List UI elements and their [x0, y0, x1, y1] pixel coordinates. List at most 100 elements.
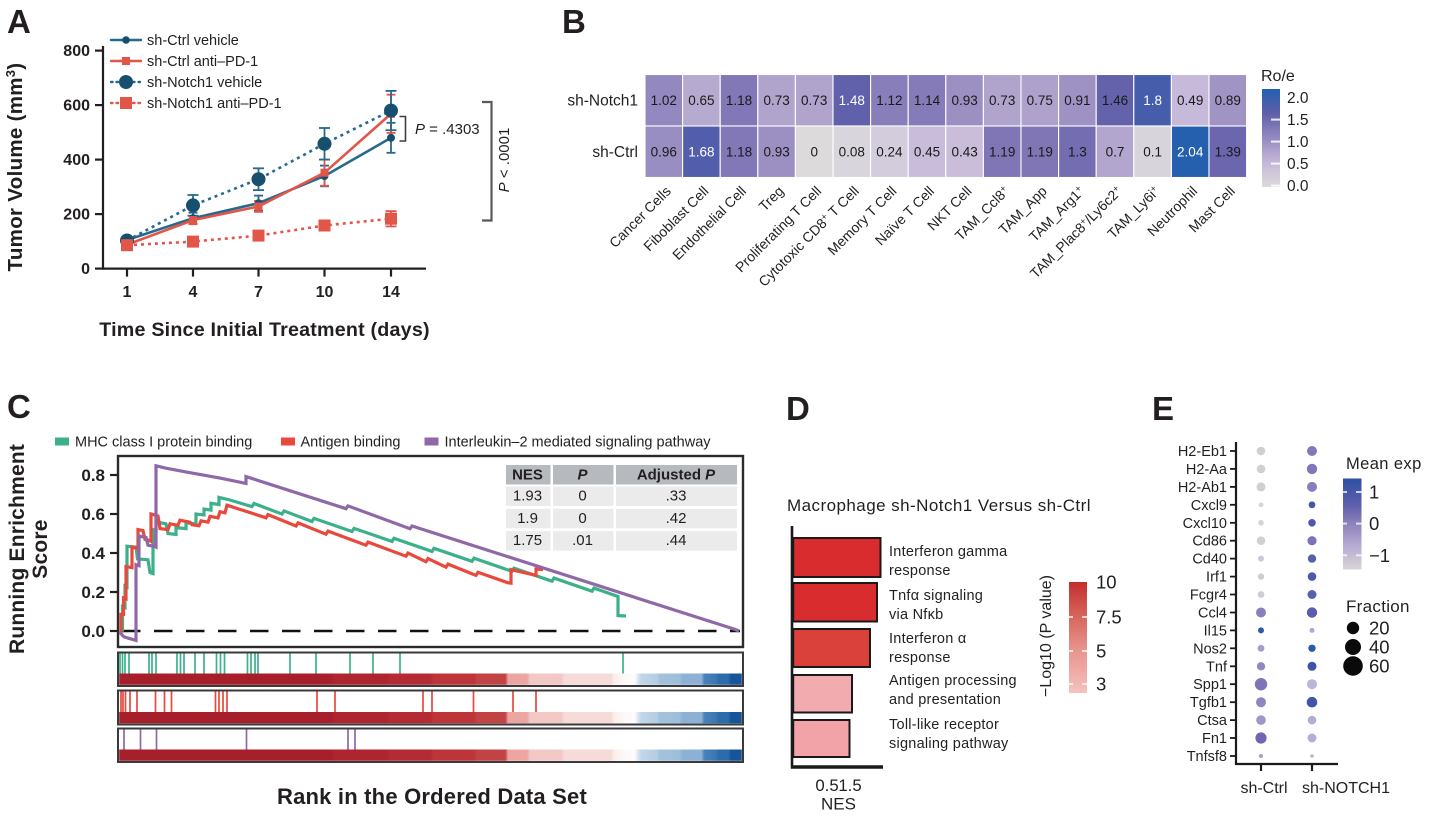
svg-text:sh-Ctrl anti–PD-1: sh-Ctrl anti–PD-1: [147, 54, 258, 70]
svg-text:0: 0: [810, 144, 818, 159]
svg-text:Antigen processing: Antigen processing: [889, 673, 1017, 689]
svg-text:Cd86: Cd86: [1192, 534, 1227, 550]
svg-text:sh-Notch1: sh-Notch1: [567, 93, 638, 110]
svg-text:1.12: 1.12: [876, 93, 902, 108]
svg-text:Macrophage sh-Notch1 Versus sh: Macrophage sh-Notch1 Versus sh-Ctrl: [787, 496, 1091, 515]
svg-text:0.0: 0.0: [81, 622, 105, 641]
svg-text:0.43: 0.43: [951, 144, 977, 159]
svg-text:H2-Ab1: H2-Ab1: [1178, 480, 1227, 496]
svg-text:0.4: 0.4: [81, 544, 105, 563]
svg-text:1.18: 1.18: [726, 144, 752, 159]
svg-text:E: E: [1152, 390, 1174, 427]
svg-text:7.5: 7.5: [1096, 607, 1122, 628]
svg-text:1.75: 1.75: [513, 532, 542, 549]
svg-text:0.65: 0.65: [688, 93, 714, 108]
svg-text:−1: −1: [1369, 545, 1390, 566]
svg-text:600: 600: [63, 98, 90, 115]
svg-text:.01: .01: [572, 532, 593, 549]
svg-text:Toll-like receptor: Toll-like receptor: [889, 717, 999, 733]
svg-text:MHC class I protein binding: MHC class I protein binding: [75, 435, 252, 451]
svg-text:P = .4303: P = .4303: [415, 121, 480, 138]
svg-text:1.48: 1.48: [839, 93, 865, 108]
svg-text:Running Enrichment: Running Enrichment: [6, 444, 29, 654]
svg-text:40: 40: [1369, 637, 1390, 658]
svg-text:Time Since Initial Treatment (: Time Since Initial Treatment (days): [99, 319, 430, 341]
svg-text:Ctsa: Ctsa: [1197, 713, 1228, 729]
svg-text:Ro/e: Ro/e: [1261, 68, 1295, 85]
svg-text:400: 400: [63, 152, 90, 169]
svg-text:0: 0: [578, 488, 586, 505]
svg-text:response: response: [889, 650, 951, 666]
svg-text:Fn1: Fn1: [1202, 731, 1227, 747]
svg-text:sh-Ctrl vehicle: sh-Ctrl vehicle: [147, 33, 239, 49]
svg-text:0.73: 0.73: [763, 93, 789, 108]
svg-text:B: B: [562, 3, 586, 40]
svg-text:0.1: 0.1: [1143, 144, 1162, 159]
svg-text:Cxcl10: Cxcl10: [1183, 516, 1227, 532]
svg-text:1.5: 1.5: [838, 776, 861, 795]
svg-text:0: 0: [578, 510, 586, 527]
svg-text:.33: .33: [666, 488, 687, 505]
svg-text:0.96: 0.96: [651, 144, 677, 159]
svg-text:0.73: 0.73: [801, 93, 827, 108]
svg-text:and presentation: and presentation: [889, 692, 1001, 708]
svg-text:Antigen binding: Antigen binding: [301, 435, 401, 451]
svg-text:Interferon α: Interferon α: [889, 631, 966, 647]
svg-text:0.6: 0.6: [81, 505, 105, 524]
svg-text:0.8: 0.8: [81, 466, 105, 485]
svg-text:via Nfκb: via Nfκb: [889, 607, 943, 623]
svg-text:0.75: 0.75: [1027, 93, 1053, 108]
svg-text:sh-NOTCH1: sh-NOTCH1: [1302, 780, 1390, 797]
svg-text:sh-Ctrl: sh-Ctrl: [1240, 780, 1287, 797]
svg-text:5: 5: [1096, 641, 1106, 662]
svg-text:1.39: 1.39: [1215, 144, 1241, 159]
svg-text:−Log10 (P value): −Log10 (P value): [1038, 575, 1055, 697]
svg-text:Spp1: Spp1: [1193, 677, 1227, 693]
svg-text:0.91: 0.91: [1064, 93, 1090, 108]
svg-text:C: C: [7, 388, 31, 425]
svg-text:7: 7: [254, 284, 263, 301]
svg-text:1.18: 1.18: [726, 93, 752, 108]
svg-text:A: A: [7, 3, 31, 40]
svg-text:Ccl4: Ccl4: [1198, 605, 1227, 621]
svg-text:Tgfb1: Tgfb1: [1190, 695, 1227, 711]
svg-text:signaling pathway: signaling pathway: [889, 736, 1009, 752]
svg-text:response: response: [889, 563, 951, 579]
svg-text:.42: .42: [666, 510, 687, 527]
svg-text:Tnf: Tnf: [1206, 659, 1228, 675]
svg-text:1.8: 1.8: [1143, 93, 1162, 108]
svg-text:60: 60: [1369, 656, 1390, 677]
svg-text:0.89: 0.89: [1215, 93, 1241, 108]
svg-text:1.19: 1.19: [1027, 144, 1053, 159]
svg-text:sh-Ctrl: sh-Ctrl: [592, 144, 638, 161]
svg-text:.44: .44: [666, 532, 687, 549]
svg-text:sh-Notch1 vehicle: sh-Notch1 vehicle: [147, 75, 262, 91]
svg-text:3: 3: [1096, 674, 1106, 695]
svg-text:0.08: 0.08: [839, 144, 865, 159]
svg-text:10: 10: [316, 284, 334, 301]
svg-text:0: 0: [81, 261, 90, 278]
svg-text:P < .0001: P < .0001: [496, 128, 513, 193]
svg-text:0: 0: [1369, 513, 1379, 534]
svg-text:Interleukin–2 mediated signali: Interleukin–2 mediated signaling pathway: [445, 435, 712, 451]
svg-text:sh-Notch1 anti–PD-1: sh-Notch1 anti–PD-1: [147, 96, 282, 112]
svg-text:0.7: 0.7: [1106, 144, 1125, 159]
svg-text:P: P: [577, 467, 588, 484]
svg-text:0.45: 0.45: [914, 144, 940, 159]
svg-text:Mean exp: Mean exp: [1346, 455, 1422, 473]
svg-text:Cd40: Cd40: [1192, 552, 1227, 568]
svg-text:0.2: 0.2: [81, 583, 105, 602]
svg-text:1.3: 1.3: [1068, 144, 1087, 159]
svg-text:Fraction: Fraction: [1346, 597, 1410, 616]
svg-text:2.0: 2.0: [1287, 90, 1309, 107]
svg-text:Interferon gamma: Interferon gamma: [889, 544, 1008, 560]
svg-text:1.93: 1.93: [513, 488, 542, 505]
svg-text:H2-Eb1: H2-Eb1: [1178, 444, 1227, 460]
svg-text:1: 1: [1369, 482, 1379, 503]
svg-text:Tumor Volume (mm3): Tumor Volume (mm3): [3, 63, 27, 272]
svg-text:2.04: 2.04: [1177, 144, 1204, 159]
svg-text:1.46: 1.46: [1102, 93, 1128, 108]
svg-text:0.5: 0.5: [1287, 156, 1309, 173]
svg-text:Cxcl9: Cxcl9: [1191, 498, 1227, 514]
svg-text:4: 4: [189, 284, 198, 301]
